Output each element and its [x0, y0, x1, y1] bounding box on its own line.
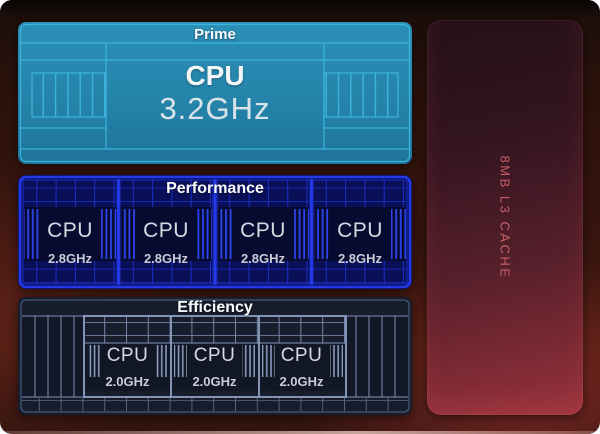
prime-title: Prime — [194, 26, 236, 43]
core-cpu-label: CPU — [193, 345, 236, 366]
core-cpu-label: CPU — [47, 219, 93, 242]
prime-cpu-label: CPU — [185, 60, 245, 91]
cache-label-wrap: 8MB L3 CACHE — [427, 20, 583, 415]
prime-floorplan-grid — [18, 22, 412, 164]
core-cpu-label: CPU — [143, 219, 189, 242]
core-frequency: 2.8GHz — [337, 251, 383, 266]
performance-core-4: CPU 2.8GHz — [312, 175, 408, 289]
efficiency-title: Efficiency — [177, 299, 253, 316]
performance-text-overlay: Performance CPU 2.8GHz CPU 2.8GHz CPU 2.… — [18, 175, 412, 289]
performance-core-3: CPU 2.8GHz — [215, 175, 311, 289]
core-frequency: 2.8GHz — [240, 251, 286, 266]
performance-cluster-block: Performance CPU 2.8GHz CPU 2.8GHz CPU 2.… — [18, 175, 412, 289]
efficiency-cluster-block: Efficiency CPU 2.0GHz CPU 2.0GHz CPU 2.0… — [18, 297, 412, 415]
eff-cell-1 — [85, 317, 170, 391]
efficiency-floorplan-grid — [18, 297, 412, 415]
perf-cell-4 — [312, 179, 408, 285]
efficiency-text-overlay: Efficiency CPU 2.0GHz CPU 2.0GHz CPU 2.0… — [18, 297, 412, 415]
core-frequency: 2.0GHz — [279, 374, 324, 389]
eff-cell-3 — [260, 317, 345, 391]
prime-frequency: 3.2GHz — [159, 91, 271, 126]
performance-core-2: CPU 2.8GHz — [118, 175, 214, 289]
performance-floorplan-grid — [18, 175, 412, 289]
cache-label: 8MB L3 CACHE — [497, 155, 513, 280]
core-frequency: 2.0GHz — [105, 374, 150, 389]
efficiency-core-1: CPU 2.0GHz — [84, 297, 171, 415]
core-cpu-label: CPU — [106, 345, 149, 366]
core-cpu-label: CPU — [337, 219, 383, 242]
core-cpu-label: CPU — [280, 345, 323, 366]
l3-cache-block: 8MB L3 CACHE — [427, 20, 583, 415]
prime-text-overlay: Prime CPU 3.2GHz — [18, 22, 412, 164]
efficiency-core-3: CPU 2.0GHz — [258, 297, 345, 415]
efficiency-core-2: CPU 2.0GHz — [171, 297, 258, 415]
prime-cluster-block: Prime CPU 3.2GHz — [18, 22, 412, 164]
core-cpu-label: CPU — [240, 219, 286, 242]
perf-cell-2 — [119, 179, 214, 285]
core-frequency: 2.8GHz — [47, 251, 93, 266]
core-frequency: 2.8GHz — [143, 251, 189, 266]
perf-cell-1 — [22, 179, 118, 285]
performance-core-1: CPU 2.8GHz — [22, 175, 118, 289]
perf-cell-3 — [216, 179, 311, 285]
eff-cell-2 — [172, 317, 258, 391]
performance-title: Performance — [166, 180, 264, 197]
core-frequency: 2.0GHz — [192, 374, 237, 389]
